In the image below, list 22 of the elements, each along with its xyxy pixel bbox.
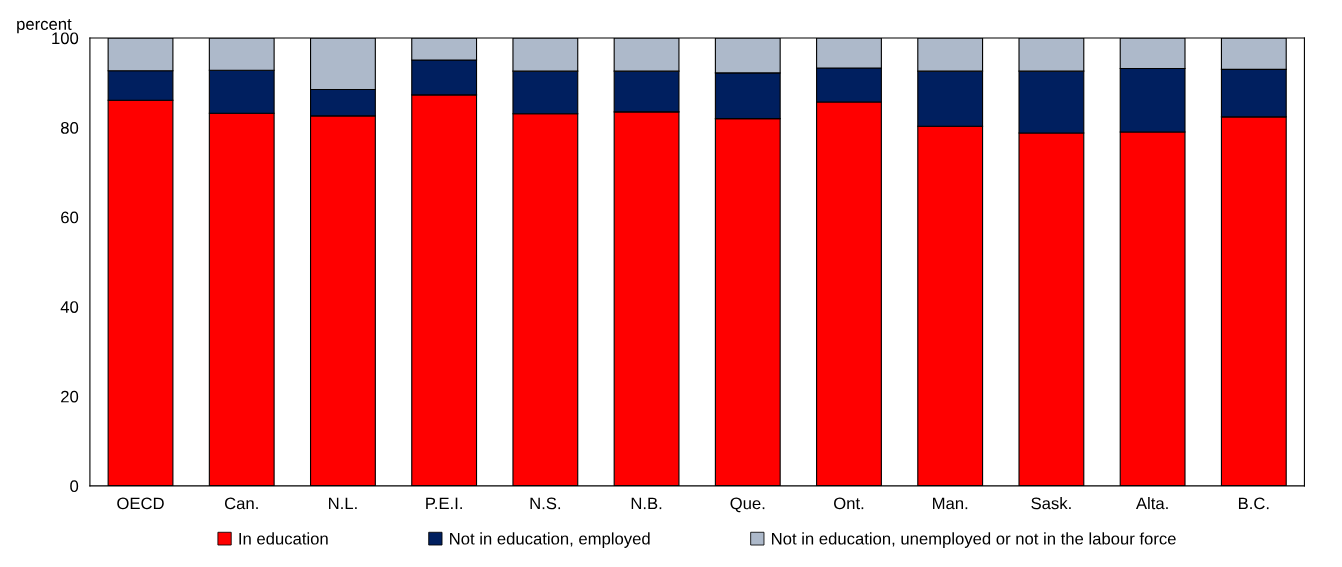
y-tick-label: 0 — [70, 480, 79, 493]
legend-label: In education — [239, 532, 328, 545]
x-tick-label: Ont. — [834, 497, 864, 510]
legend-label: Not in education, unemployed or not in the labour force — [772, 532, 1176, 548]
x-tick-label: P.E.I. — [426, 497, 462, 510]
x-tick-label: N.B. — [631, 497, 662, 510]
y-tick-label: 60 — [61, 211, 79, 224]
x-tick-label: Can. — [224, 497, 258, 510]
y-tick-label: 20 — [61, 390, 79, 403]
x-tick-label: N.S. — [530, 497, 561, 510]
y-tick-label: 100 — [52, 32, 79, 45]
x-tick-label: Sask. — [1031, 497, 1071, 510]
y-axis-title: percent — [17, 19, 72, 34]
x-tick-label: Alta. — [1135, 497, 1168, 510]
x-tick-label: Que. — [730, 497, 765, 513]
legend-label: Not in education, employed — [450, 532, 650, 548]
y-tick-label: 40 — [60, 301, 79, 313]
x-tick-label: B.C. — [1238, 497, 1269, 510]
x-tick-label: N.L. — [329, 497, 357, 510]
y-tick-label: 80 — [60, 121, 79, 134]
x-tick-label: OECD — [117, 497, 164, 510]
x-tick-label: Man. — [933, 497, 968, 510]
